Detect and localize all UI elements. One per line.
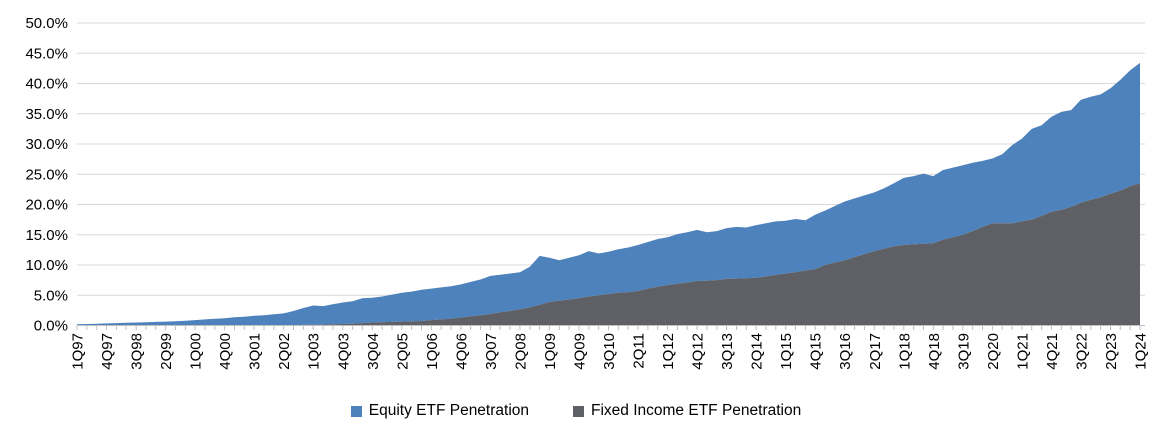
x-axis-label: 2Q20 — [985, 333, 1002, 370]
fixed-income-area-series — [77, 183, 1140, 326]
x-axis-label: 2Q17 — [867, 333, 884, 370]
legend-swatch-equity-icon — [350, 405, 362, 417]
x-axis-label: 4Q21 — [1044, 333, 1061, 370]
legend-swatch-fixed-income-icon — [573, 405, 585, 417]
chart-legend: Equity ETF Penetration Fixed Income ETF … — [0, 402, 1152, 420]
x-axis-label: 2Q23 — [1103, 333, 1120, 370]
x-axis-label: 1Q09 — [542, 333, 559, 370]
x-axis-label: 1Q12 — [660, 333, 677, 370]
x-axis-label: 3Q16 — [837, 333, 854, 370]
x-axis-label: 2Q08 — [512, 333, 529, 370]
y-axis-label: 0.0% — [34, 318, 68, 335]
y-axis-label: 30.0% — [25, 136, 68, 153]
y-axis-label: 20.0% — [25, 197, 68, 214]
x-axis-label: 1Q97 — [70, 333, 87, 370]
x-axis-label: 4Q03 — [335, 333, 352, 370]
x-axis-label: 4Q06 — [453, 333, 470, 370]
x-axis-label: 3Q13 — [719, 333, 736, 370]
x-axis-label: 1Q03 — [306, 333, 323, 370]
x-axis-label: 1Q24 — [1133, 333, 1150, 370]
legend-label-equity: Equity ETF Penetration — [368, 402, 530, 419]
x-axis-label: 1Q00 — [188, 333, 205, 370]
x-axis-label: 3Q07 — [483, 333, 500, 370]
x-axis-label: 4Q00 — [217, 333, 234, 370]
x-axis-label: 3Q04 — [365, 333, 382, 370]
x-axis-label: 3Q19 — [955, 333, 972, 370]
x-axis-label: 3Q98 — [129, 333, 146, 370]
legend-label-fixed-income: Fixed Income ETF Penetration — [591, 402, 802, 419]
x-axis-label: 4Q97 — [99, 333, 116, 370]
y-axis-label: 15.0% — [25, 227, 68, 244]
y-axis-label: 40.0% — [25, 76, 68, 93]
x-axis-label: 2Q02 — [276, 333, 293, 370]
x-axis-label: 4Q15 — [808, 333, 825, 370]
legend-item-equity: Equity ETF Penetration — [350, 402, 530, 420]
x-axis-label: 2Q11 — [631, 333, 648, 369]
y-axis-label: 45.0% — [25, 45, 68, 62]
y-axis-label: 10.0% — [25, 257, 68, 274]
x-axis-label: 4Q18 — [926, 333, 943, 370]
equity-area-series — [77, 62, 1140, 326]
y-axis-label: 35.0% — [25, 106, 68, 123]
x-axis-label: 1Q06 — [424, 333, 441, 370]
x-axis-label: 1Q18 — [896, 333, 913, 370]
x-axis-label: 2Q99 — [158, 333, 175, 370]
x-axis-label: 1Q21 — [1014, 333, 1031, 370]
legend-item-fixed-income: Fixed Income ETF Penetration — [573, 402, 801, 420]
y-axis-label: 50.0% — [25, 15, 68, 32]
x-axis-label: 2Q05 — [394, 333, 411, 370]
x-axis-label: 3Q10 — [601, 333, 618, 370]
x-axis-label: 4Q12 — [690, 333, 707, 370]
x-axis-label: 3Q01 — [247, 333, 264, 370]
y-axis-label: 25.0% — [25, 166, 68, 183]
y-axis-label: 5.0% — [34, 287, 68, 304]
x-axis-label: 4Q09 — [572, 333, 589, 370]
x-axis-label: 2Q14 — [749, 333, 766, 370]
x-axis-label: 3Q22 — [1073, 333, 1090, 370]
x-axis-label: 1Q15 — [778, 333, 795, 370]
